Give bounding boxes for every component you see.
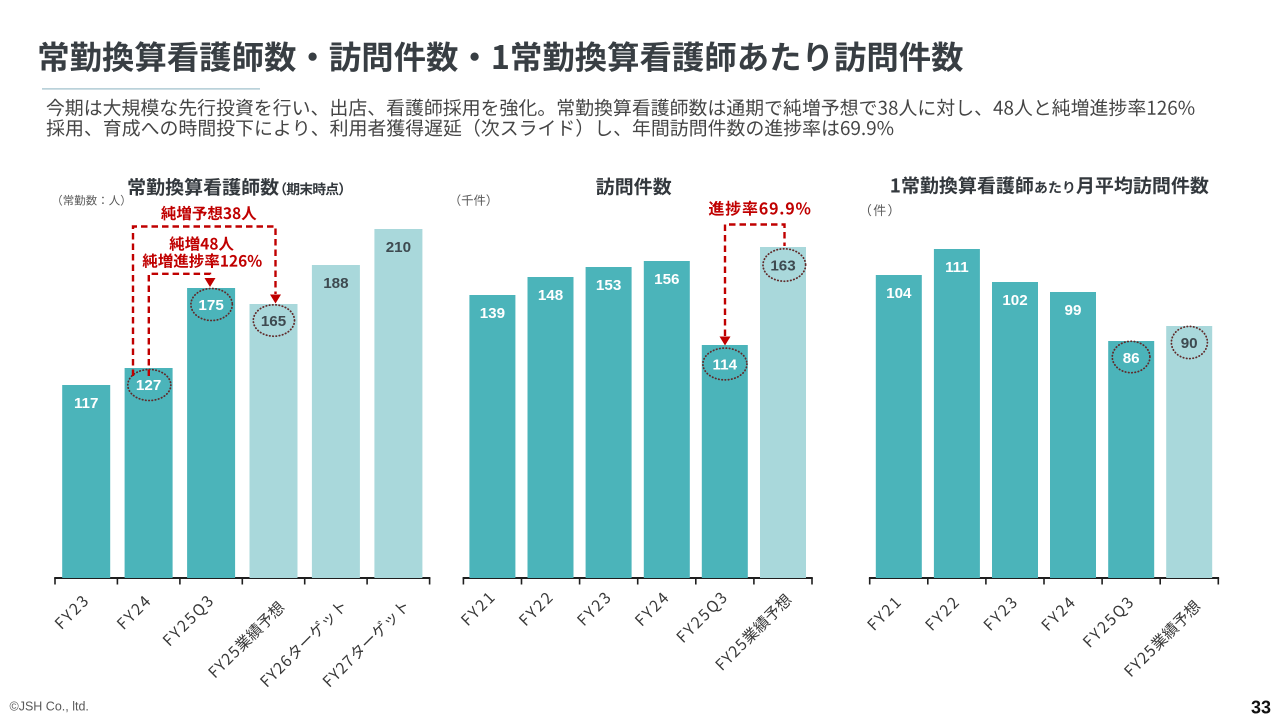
svg-text:139: 139 <box>480 305 505 322</box>
svg-text:©JSH Co., ltd.: ©JSH Co., ltd. <box>10 700 89 714</box>
svg-text:210: 210 <box>386 239 411 256</box>
svg-text:188: 188 <box>323 275 348 292</box>
svg-text:33: 33 <box>1251 698 1271 718</box>
svg-text:86: 86 <box>1123 350 1140 367</box>
svg-text:99: 99 <box>1065 302 1082 319</box>
svg-text:156: 156 <box>654 271 679 288</box>
svg-text:127: 127 <box>136 377 161 394</box>
svg-text:153: 153 <box>596 277 621 294</box>
svg-text:90: 90 <box>1181 335 1198 352</box>
svg-text:165: 165 <box>261 313 287 330</box>
svg-text:175: 175 <box>198 297 224 314</box>
svg-text:148: 148 <box>538 287 563 304</box>
svg-text:163: 163 <box>770 258 795 275</box>
svg-text:111: 111 <box>945 259 969 276</box>
svg-text:102: 102 <box>1002 292 1027 309</box>
svg-text:104: 104 <box>886 285 912 302</box>
svg-text:114: 114 <box>713 357 738 374</box>
svg-text:117: 117 <box>74 395 99 412</box>
